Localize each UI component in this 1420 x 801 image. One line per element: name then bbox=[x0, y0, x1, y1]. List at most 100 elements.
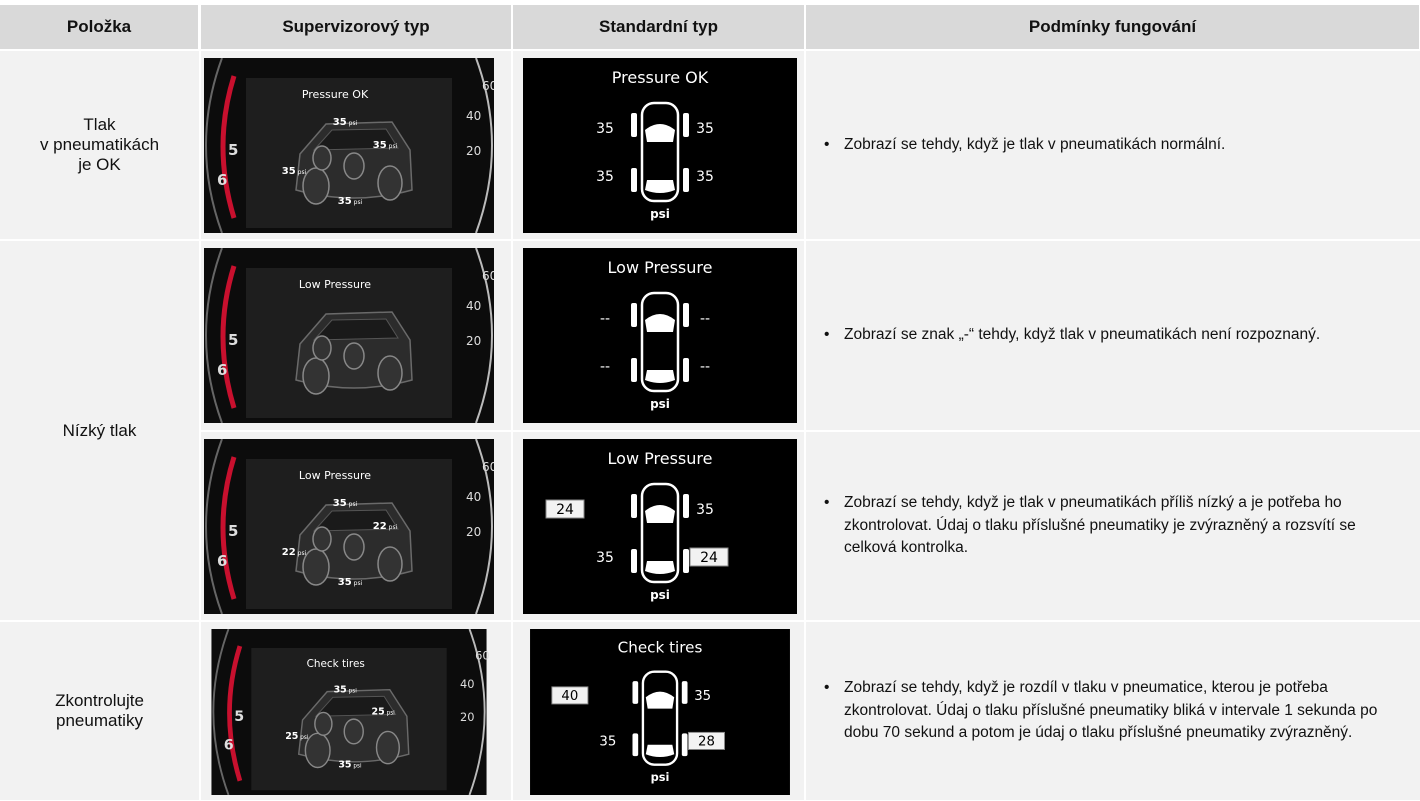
display-title: Low Pressure bbox=[608, 449, 713, 468]
car-wheel bbox=[631, 494, 637, 518]
tire-pressure: 35 psi bbox=[282, 166, 307, 177]
tire-unit: psi bbox=[354, 580, 363, 587]
car-outline bbox=[641, 670, 679, 766]
car-wheel bbox=[632, 681, 639, 704]
gauge-left-red bbox=[227, 645, 243, 782]
tire-unit: psi bbox=[389, 143, 398, 150]
display-title: Pressure OK bbox=[612, 68, 709, 87]
gauge-label: 40 bbox=[466, 490, 481, 504]
gauge-label: 40 bbox=[466, 299, 481, 313]
item-line: je OK bbox=[78, 155, 121, 174]
item-line: pneumatiky bbox=[56, 711, 143, 730]
car-wheel bbox=[631, 168, 637, 192]
tire-unit: psi bbox=[298, 550, 307, 557]
standard-display: Pressure OK 35 35 35 35 psi bbox=[523, 58, 797, 233]
tire-value: 35 bbox=[333, 498, 347, 509]
car-wheel bbox=[683, 494, 689, 518]
car-wheel bbox=[312, 335, 332, 361]
item-cell: Zkontrolujte pneumatiky bbox=[0, 622, 199, 800]
tire-unit: psi bbox=[298, 169, 307, 176]
car-windshield bbox=[645, 124, 675, 142]
tire-pressure: 22 psi bbox=[282, 547, 307, 558]
car-wheel bbox=[314, 711, 333, 736]
car-windshield bbox=[645, 691, 675, 709]
header-cell: Supervizorový typ bbox=[201, 5, 511, 49]
tire-pressure: 35 bbox=[599, 735, 616, 750]
condition-text: Zobrazí se tehdy, když je rozdíl v tlaku… bbox=[824, 677, 1402, 744]
tire-highlight bbox=[687, 731, 725, 750]
tire-value: 35 bbox=[282, 166, 296, 177]
condition-cell: Zobrazí se tehdy, když je tlak v pneumat… bbox=[806, 51, 1420, 239]
car-wheel bbox=[312, 145, 332, 171]
display-title: Low Pressure bbox=[299, 278, 371, 291]
car-wheel bbox=[343, 342, 365, 370]
car-wheel bbox=[312, 526, 332, 552]
car-windshield bbox=[645, 314, 675, 332]
tire-pressure: 25 psi bbox=[285, 731, 309, 742]
car-rear bbox=[645, 180, 675, 193]
standard-display: Low Pressure 24 35 35 24 psi bbox=[523, 439, 797, 614]
car-window bbox=[312, 318, 399, 341]
header-cell: Položka bbox=[0, 5, 198, 49]
gauge-label: 40 bbox=[460, 677, 474, 691]
tire-value: 22 bbox=[282, 547, 296, 558]
gauge-label: 6 bbox=[217, 552, 227, 570]
display-title: Low Pressure bbox=[299, 469, 371, 482]
car-window bbox=[314, 695, 397, 717]
header-cell: Podmínky fungování bbox=[806, 5, 1419, 49]
unit-label: psi bbox=[650, 397, 670, 411]
item-line: v pneumatikách bbox=[39, 135, 160, 154]
car-wheel bbox=[343, 152, 365, 180]
tire-pressure: 35 psi bbox=[333, 117, 358, 128]
tire-value: 22 bbox=[373, 521, 387, 532]
car-wheel bbox=[683, 358, 689, 382]
car-rear bbox=[645, 370, 675, 383]
gauge-label: 6 bbox=[217, 361, 227, 379]
tire-highlight bbox=[689, 547, 729, 567]
gauge-label: 5 bbox=[234, 709, 244, 725]
car-wheel bbox=[683, 168, 689, 192]
tire-pressure: 25 psi bbox=[372, 706, 396, 717]
gauge-label: 60 bbox=[482, 79, 494, 93]
car-wheel bbox=[683, 113, 689, 137]
tire-pressure: 35 bbox=[596, 550, 614, 566]
tire-unit: psi bbox=[349, 501, 358, 508]
tire-pressure: 35 psi bbox=[334, 685, 358, 696]
display-bg bbox=[523, 58, 797, 233]
tire-pressure: -- bbox=[600, 311, 610, 327]
tire-value: 35 bbox=[338, 759, 351, 770]
tire-value: 35 bbox=[373, 140, 387, 151]
gauge-label: 5 bbox=[228, 522, 238, 540]
tire-highlight bbox=[545, 499, 585, 519]
tire-value: 25 bbox=[285, 731, 298, 742]
tire-pressure: 28 bbox=[698, 735, 715, 750]
tire-pressure: 35 psi bbox=[338, 196, 363, 207]
gauge-label: 60 bbox=[482, 269, 494, 283]
gauge-right bbox=[475, 58, 493, 233]
item-text: Zkontrolujte pneumatiky bbox=[55, 691, 144, 731]
car-wheel bbox=[681, 681, 688, 704]
gauge-left-outer bbox=[205, 248, 223, 423]
car-wheel bbox=[377, 355, 403, 391]
gauge-label: 40 bbox=[466, 109, 481, 123]
tire-value: 25 bbox=[372, 706, 385, 717]
item-line: Tlak bbox=[83, 115, 116, 134]
gauge-label: 6 bbox=[217, 171, 227, 189]
tire-pressure: 22 psi bbox=[373, 521, 398, 532]
gauge-label: 5 bbox=[228, 331, 238, 349]
gauge-label: 60 bbox=[475, 648, 489, 662]
gauge-left-outer bbox=[205, 439, 223, 614]
tire-pressure: 35 psi bbox=[373, 140, 398, 151]
gauge-left-red bbox=[220, 265, 237, 409]
header-text: Standardní typ bbox=[598, 17, 718, 36]
display-title: Low Pressure bbox=[608, 258, 713, 277]
car-outline bbox=[640, 482, 680, 584]
gauge-label: 20 bbox=[466, 334, 481, 348]
header-text: Supervizorový typ bbox=[282, 17, 430, 36]
standard-display: Check tires 40 35 35 28 psi bbox=[530, 629, 790, 795]
item-cell: Tlak v pneumatikách je OK bbox=[0, 51, 199, 239]
